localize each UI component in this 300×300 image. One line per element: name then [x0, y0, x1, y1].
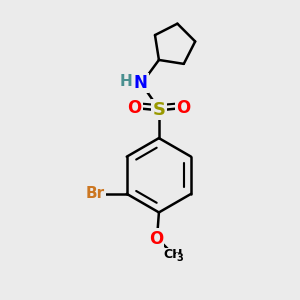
- Text: O: O: [128, 99, 142, 117]
- Text: CH: CH: [164, 248, 183, 261]
- Text: O: O: [149, 230, 163, 247]
- Text: S: S: [152, 101, 165, 119]
- Text: O: O: [176, 99, 190, 117]
- Text: Br: Br: [86, 186, 105, 201]
- Text: 3: 3: [176, 253, 183, 263]
- Text: H: H: [119, 74, 132, 89]
- Text: N: N: [134, 74, 147, 92]
